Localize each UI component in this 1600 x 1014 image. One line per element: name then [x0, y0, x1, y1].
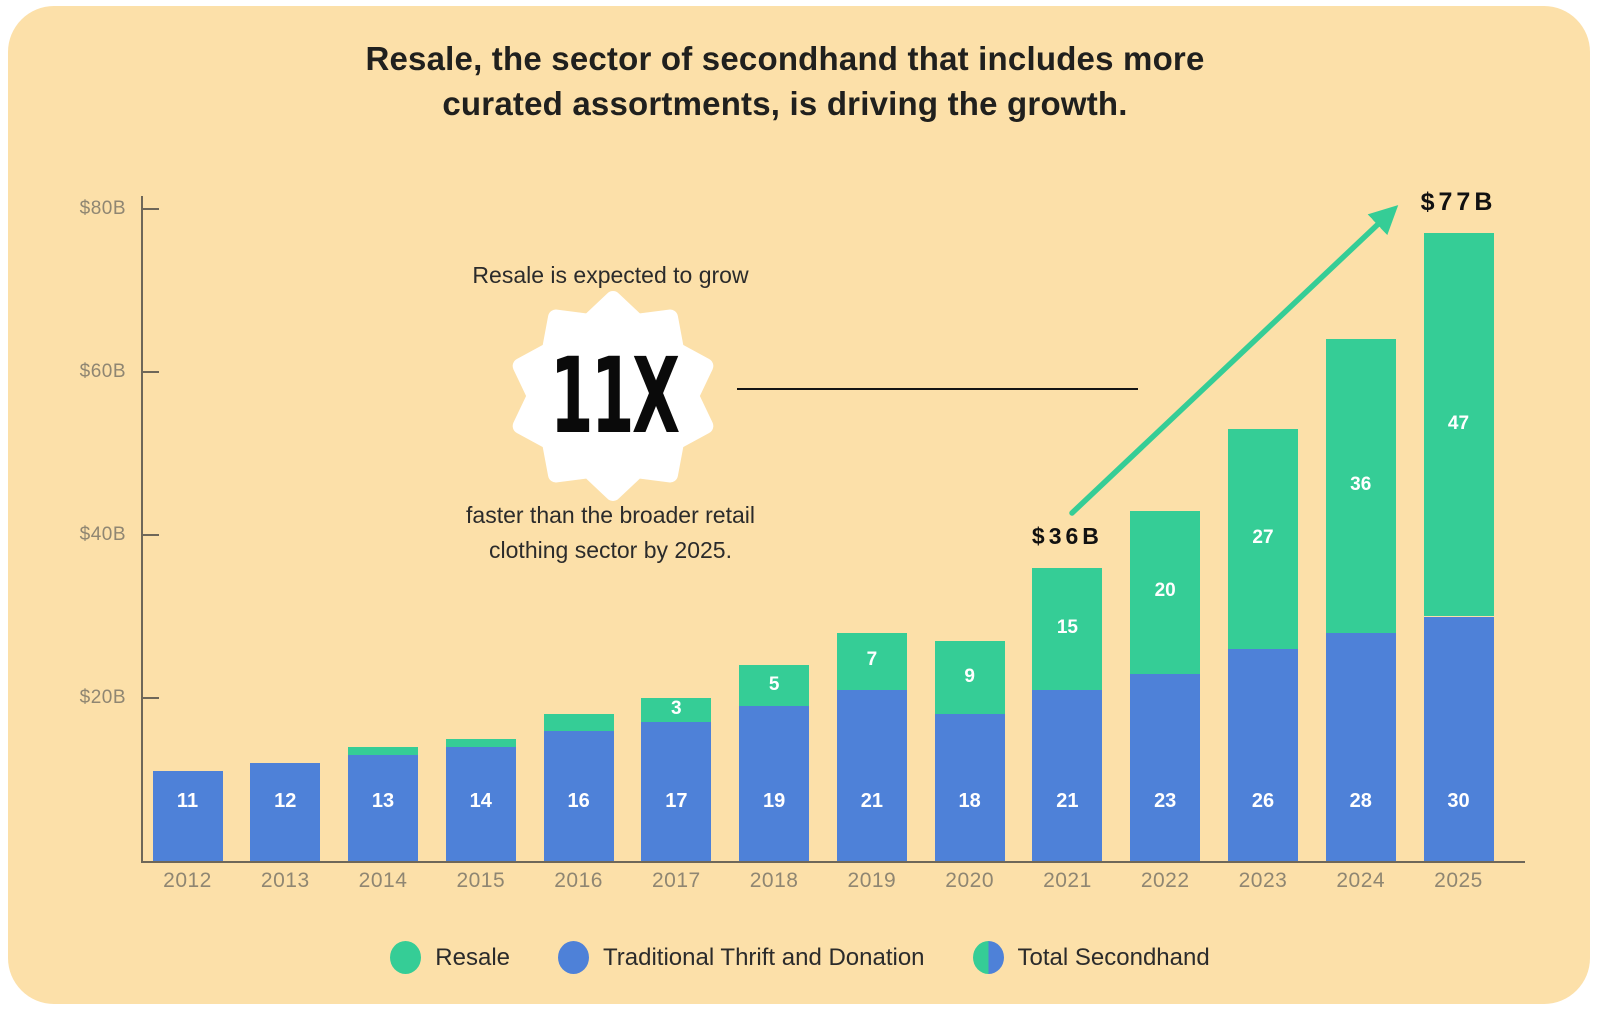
year-label: 2020 — [945, 869, 995, 892]
starburst-badge: 11X — [508, 291, 718, 501]
bar-value-label-thrift: 16 — [567, 790, 590, 812]
bar-segment-resale — [445, 738, 516, 747]
year-label: 2023 — [1238, 869, 1288, 892]
total-annotation: $77B — [1420, 188, 1497, 217]
bar-segment-thrift — [934, 714, 1005, 861]
bar-value-label-thrift: 26 — [1251, 790, 1275, 812]
bar-value-label-thrift: 23 — [1154, 790, 1177, 812]
legend-label-thrift: Traditional Thrift and Donation — [603, 943, 925, 971]
year-label: 2012 — [163, 869, 212, 892]
year-label: 2022 — [1140, 869, 1190, 892]
bar-segment-thrift — [152, 771, 223, 861]
bar-value-label-resale: 3 — [671, 698, 682, 720]
thrift-swatch-icon — [558, 941, 590, 974]
bar-value-label-thrift: 11 — [176, 790, 199, 812]
year-label: 2015 — [456, 869, 506, 892]
bar-value-label-thrift: 21 — [860, 790, 883, 812]
year-label: 2024 — [1336, 869, 1386, 892]
legend-item-thrift: Traditional Thrift and Donation — [558, 941, 925, 974]
legend-label-total: Total Secondhand — [1017, 943, 1210, 971]
bar-segment-resale — [836, 632, 907, 690]
bar-segment-thrift — [739, 706, 810, 861]
chart-legend: Resale Traditional Thrift and Donation T… — [0, 941, 1600, 974]
bar-value-label-resale: 27 — [1252, 527, 1274, 549]
y-tick-label: $60B — [79, 361, 126, 382]
bar-segment-resale — [348, 746, 419, 756]
bar-segment-thrift — [445, 746, 516, 861]
total-annotation: $36B — [1031, 522, 1103, 549]
bar-segment-resale — [1130, 510, 1201, 674]
badge-multiplier-text: 11X — [550, 335, 680, 457]
bar-segment-thrift — [641, 722, 712, 861]
bar-value-label-resale: 7 — [866, 649, 878, 671]
bar-segment-resale — [934, 640, 1005, 715]
bar-segment-thrift — [1032, 689, 1103, 861]
bar-value-label-thrift: 17 — [665, 790, 688, 812]
legend-item-resale: Resale — [390, 941, 510, 974]
y-tick-label: $80B — [79, 198, 126, 219]
y-axis-tick — [142, 534, 159, 536]
callout-outro-text: faster than the broader retail clothing … — [433, 498, 788, 568]
y-axis-tick — [142, 697, 159, 699]
page-title-line1: Resale, the sector of secondhand that in… — [365, 40, 1205, 77]
y-tick-label: $40B — [79, 524, 126, 545]
bar-segment-resale — [543, 714, 614, 731]
bar-segment-thrift — [348, 755, 419, 861]
total-swatch-icon — [972, 941, 1004, 974]
y-axis-tick — [142, 208, 159, 210]
bar-segment-resale — [739, 665, 810, 707]
bar-value-label-resale: 47 — [1447, 412, 1470, 434]
bar-segment-thrift — [1423, 616, 1494, 861]
callout-outro-line1: faster than the broader retail — [466, 502, 755, 528]
bar-segment-resale — [1423, 233, 1494, 617]
legend-item-total: Total Secondhand — [972, 941, 1210, 974]
callout-intro-text: Resale is expected to grow — [472, 262, 749, 288]
resale-swatch-icon — [390, 941, 422, 974]
y-tick-label: $20B — [79, 687, 126, 708]
bar-value-label-thrift: 13 — [371, 790, 395, 812]
bar-segment-thrift — [1325, 632, 1396, 861]
bar-value-label-thrift: 21 — [1056, 790, 1079, 812]
starburst-icon — [512, 291, 714, 501]
bar-value-label-thrift: 28 — [1349, 790, 1372, 812]
bar-value-label-thrift: 12 — [274, 790, 297, 812]
bar-value-label-resale: 36 — [1350, 474, 1372, 496]
year-label: 2025 — [1434, 869, 1483, 892]
x-axis-line — [141, 861, 1525, 863]
callout-outro-line2: clothing sector by 2025. — [489, 537, 732, 563]
year-label: 2013 — [260, 869, 310, 892]
y-axis-tick — [142, 371, 159, 373]
bar-value-label-resale: 5 — [768, 673, 780, 695]
year-label: 2016 — [554, 869, 603, 892]
year-label: 2021 — [1043, 869, 1092, 892]
page-title: Resale, the sector of secondhand that in… — [0, 36, 1570, 126]
bar-value-label-thrift: 30 — [1447, 790, 1470, 812]
bar-value-label-thrift: 18 — [958, 790, 981, 812]
bar-segment-resale — [1032, 567, 1103, 690]
bar-segment-thrift — [543, 730, 614, 861]
bar-segment-thrift — [1227, 649, 1298, 861]
year-label: 2019 — [847, 869, 897, 892]
bar-segment-thrift — [836, 689, 907, 861]
bar-value-label-resale: 15 — [1056, 616, 1078, 638]
bar-segment-resale — [641, 698, 712, 723]
year-label: 2017 — [651, 869, 701, 892]
bar-value-label-thrift: 19 — [762, 790, 786, 812]
bar-segment-thrift — [1130, 673, 1201, 861]
bar-value-label-resale: 20 — [1154, 580, 1176, 602]
year-label: 2018 — [749, 869, 799, 892]
bar-segment-thrift — [250, 763, 321, 861]
bar-value-label-resale: 9 — [964, 665, 975, 687]
bar-value-label-thrift: 14 — [469, 790, 492, 812]
year-label: 2014 — [358, 869, 408, 892]
y-axis-line — [141, 196, 143, 863]
legend-label-resale: Resale — [435, 943, 511, 971]
page-title-line2: curated assortments, is driving the grow… — [442, 85, 1128, 122]
divider-line — [737, 388, 1138, 390]
